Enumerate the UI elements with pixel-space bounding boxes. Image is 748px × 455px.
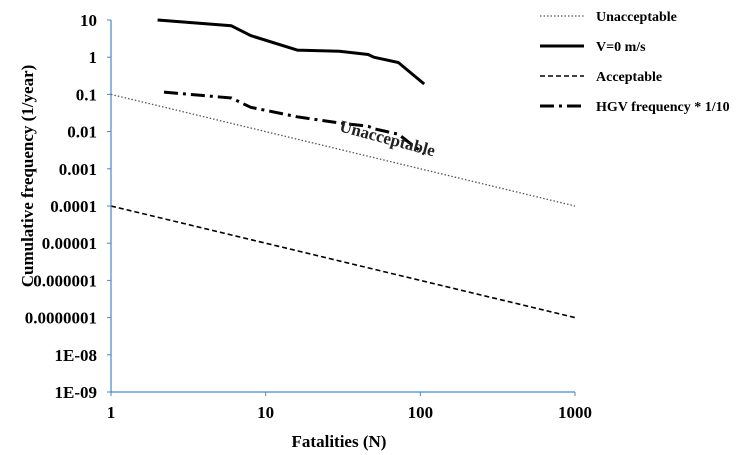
legend-label-0: Unacceptable bbox=[596, 10, 677, 25]
legend-label-1: V=0 m/s bbox=[596, 40, 646, 55]
series-line-2 bbox=[110, 205, 576, 319]
annotations: Unacceptable bbox=[338, 117, 438, 161]
x-tick-label: 1 bbox=[107, 403, 116, 422]
y-tick-label: 1 bbox=[89, 48, 98, 67]
annotation-label: Unacceptable bbox=[338, 117, 438, 161]
y-tick-label: 10 bbox=[80, 11, 97, 30]
y-tick-label: 1E-09 bbox=[55, 383, 98, 402]
series-line-0 bbox=[110, 93, 576, 207]
y-tick-label: 0.0001 bbox=[50, 197, 97, 216]
series-line-1 bbox=[157, 18, 426, 86]
tick-labels: 1 10 100 1000 10 1 0.1 0.01 0.001 0.0001 0.00001 0.… bbox=[25, 11, 592, 422]
y-tick-label: 0.01 bbox=[67, 123, 97, 142]
y-tick-label: 0.0000001 bbox=[25, 309, 97, 328]
y-tick-label: 0.1 bbox=[76, 85, 97, 104]
y-tick-label: 1E-08 bbox=[55, 346, 98, 365]
legend: Unacceptable V=0 m/s Acceptable HGV frequen… bbox=[540, 10, 730, 115]
x-tick-label: 10 bbox=[257, 403, 274, 422]
y-tick-label: 0.00001 bbox=[42, 234, 97, 253]
y-tick-label: 0.001 bbox=[59, 160, 97, 179]
x-tick-label: 1000 bbox=[558, 403, 592, 422]
y-axis-title: Cumulative frequency (1/year) bbox=[18, 65, 37, 288]
legend-label-2: Acceptable bbox=[596, 70, 662, 85]
plot-lines bbox=[110, 18, 576, 319]
y-tick-label: 0.000001 bbox=[33, 271, 97, 290]
axes bbox=[110, 20, 575, 393]
series-line-3 bbox=[163, 90, 426, 156]
x-axis-title: Fatalities (N) bbox=[292, 432, 387, 451]
x-tick-label: 100 bbox=[408, 403, 434, 422]
legend-label-3: HGV frequency * 1/10 bbox=[596, 100, 730, 115]
